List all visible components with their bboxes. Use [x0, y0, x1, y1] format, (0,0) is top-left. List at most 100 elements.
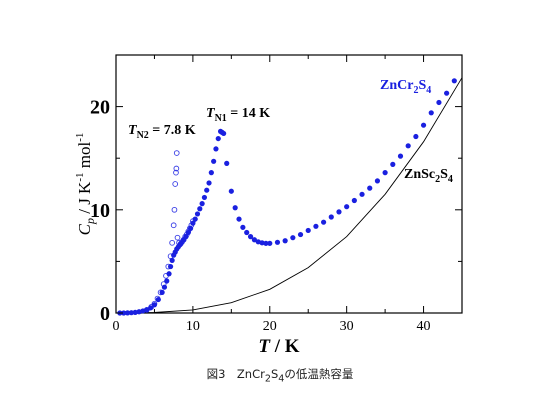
filled-point	[420, 122, 427, 128]
filled-point	[211, 158, 217, 164]
zncr2s4-n2: 4	[426, 85, 431, 96]
tn1-annotation: TN1 = 14 K	[206, 106, 270, 124]
filled-point	[382, 170, 388, 176]
filled-point	[167, 263, 174, 270]
y-axis-label: Cp / J K-1 mol-1	[74, 133, 97, 236]
x-tick-labels: 0 10 20 30 40	[113, 319, 431, 334]
y-axis-sub: p	[83, 218, 97, 225]
filled-point	[344, 204, 350, 210]
filled-point	[451, 78, 457, 84]
filled-point	[183, 234, 189, 240]
tn1-symbol: T	[206, 106, 216, 121]
filled-point	[208, 170, 214, 176]
y-axis-exp2: -1	[74, 133, 86, 142]
filled-point	[187, 225, 194, 231]
y-tick-label: 0	[100, 303, 110, 325]
filled-point	[197, 206, 203, 212]
open-point	[173, 150, 180, 156]
filled-point	[444, 90, 450, 96]
znsc2s4-label: ZnSc2S4	[404, 167, 453, 185]
plot-frame	[115, 54, 463, 314]
filled-point	[232, 205, 238, 211]
caption-sub2: 4	[278, 373, 285, 385]
filled-point	[148, 305, 154, 311]
filled-point	[244, 229, 250, 236]
filled-point	[263, 240, 269, 246]
filled-point	[166, 271, 172, 277]
filled-point	[313, 223, 319, 229]
filled-point	[251, 237, 257, 243]
open-point	[174, 234, 181, 241]
filled-point	[144, 307, 150, 313]
znsc2s4-base: ZnSc	[404, 167, 435, 182]
filled-point	[206, 180, 212, 186]
tn2-rest: = 7.8 K	[149, 123, 196, 138]
filled-point	[274, 239, 281, 245]
filled-point	[161, 284, 168, 290]
caption-sub1: 2	[264, 373, 271, 385]
x-axis-unit: / K	[270, 336, 300, 357]
filled-point	[336, 209, 342, 215]
y-axis-exp1: -1	[74, 172, 86, 181]
open-point	[172, 181, 179, 187]
filled-point	[164, 278, 170, 284]
tn1-rest: = 14 K	[227, 106, 270, 121]
x-tick-label: 40	[417, 319, 431, 334]
x-axis-symbol: T	[258, 336, 271, 357]
tn1-sub: N1	[215, 113, 227, 124]
filled-point	[297, 231, 304, 238]
filled-point	[328, 214, 334, 220]
filled-point	[413, 133, 419, 140]
filled-point	[213, 146, 219, 152]
filled-point	[124, 310, 131, 316]
caption-suffix: の低温熱容量	[284, 367, 354, 381]
filled-point	[215, 135, 221, 142]
filled-point	[405, 143, 411, 149]
filled-point	[221, 130, 227, 137]
filled-point	[185, 229, 191, 236]
y-tick-label: 20	[90, 97, 110, 119]
axis-ticks	[115, 55, 462, 314]
caption-mid: S	[270, 367, 279, 381]
filled-point	[132, 309, 138, 315]
filled-point	[390, 161, 396, 167]
filled-point	[155, 296, 161, 303]
znsc2s4-curve	[115, 77, 463, 314]
y-axis-symbol: C	[75, 223, 94, 235]
figure-caption: 図3 ZnCr2S4の低温熱容量	[0, 366, 560, 384]
filled-point	[190, 220, 196, 226]
filled-point	[428, 110, 434, 116]
filled-point	[305, 227, 311, 234]
filled-point	[194, 211, 201, 217]
filled-point	[159, 289, 165, 295]
filled-point	[351, 197, 357, 204]
filled-point	[397, 153, 404, 159]
zncr2s4-base: ZnCr	[380, 78, 413, 93]
filled-point	[201, 194, 208, 201]
x-axis-label: T / K	[258, 336, 299, 357]
filled-point	[169, 257, 175, 263]
filled-point	[321, 219, 327, 225]
filled-point	[290, 235, 296, 241]
open-point	[173, 169, 179, 176]
filled-point	[204, 187, 210, 193]
filled-point	[240, 224, 246, 230]
filled-point	[374, 178, 381, 184]
open-point	[171, 206, 178, 213]
y-axis-mid: mol	[75, 142, 94, 173]
znsc2s4-n2: 4	[448, 174, 453, 185]
x-tick-label: 0	[113, 319, 120, 334]
filled-point	[367, 185, 373, 191]
filled-point	[267, 240, 273, 246]
x-tick-label: 20	[263, 319, 277, 334]
filled-point	[236, 216, 242, 222]
x-tick-label: 30	[340, 319, 354, 334]
filled-point	[282, 238, 288, 244]
filled-point	[436, 99, 442, 106]
filled-point	[228, 188, 234, 194]
tn2-symbol: T	[128, 123, 138, 138]
filled-point	[121, 310, 127, 316]
tn2-annotation: TN2 = 7.8 K	[128, 123, 196, 141]
y-tick-labels: 0 10 20	[90, 97, 110, 325]
